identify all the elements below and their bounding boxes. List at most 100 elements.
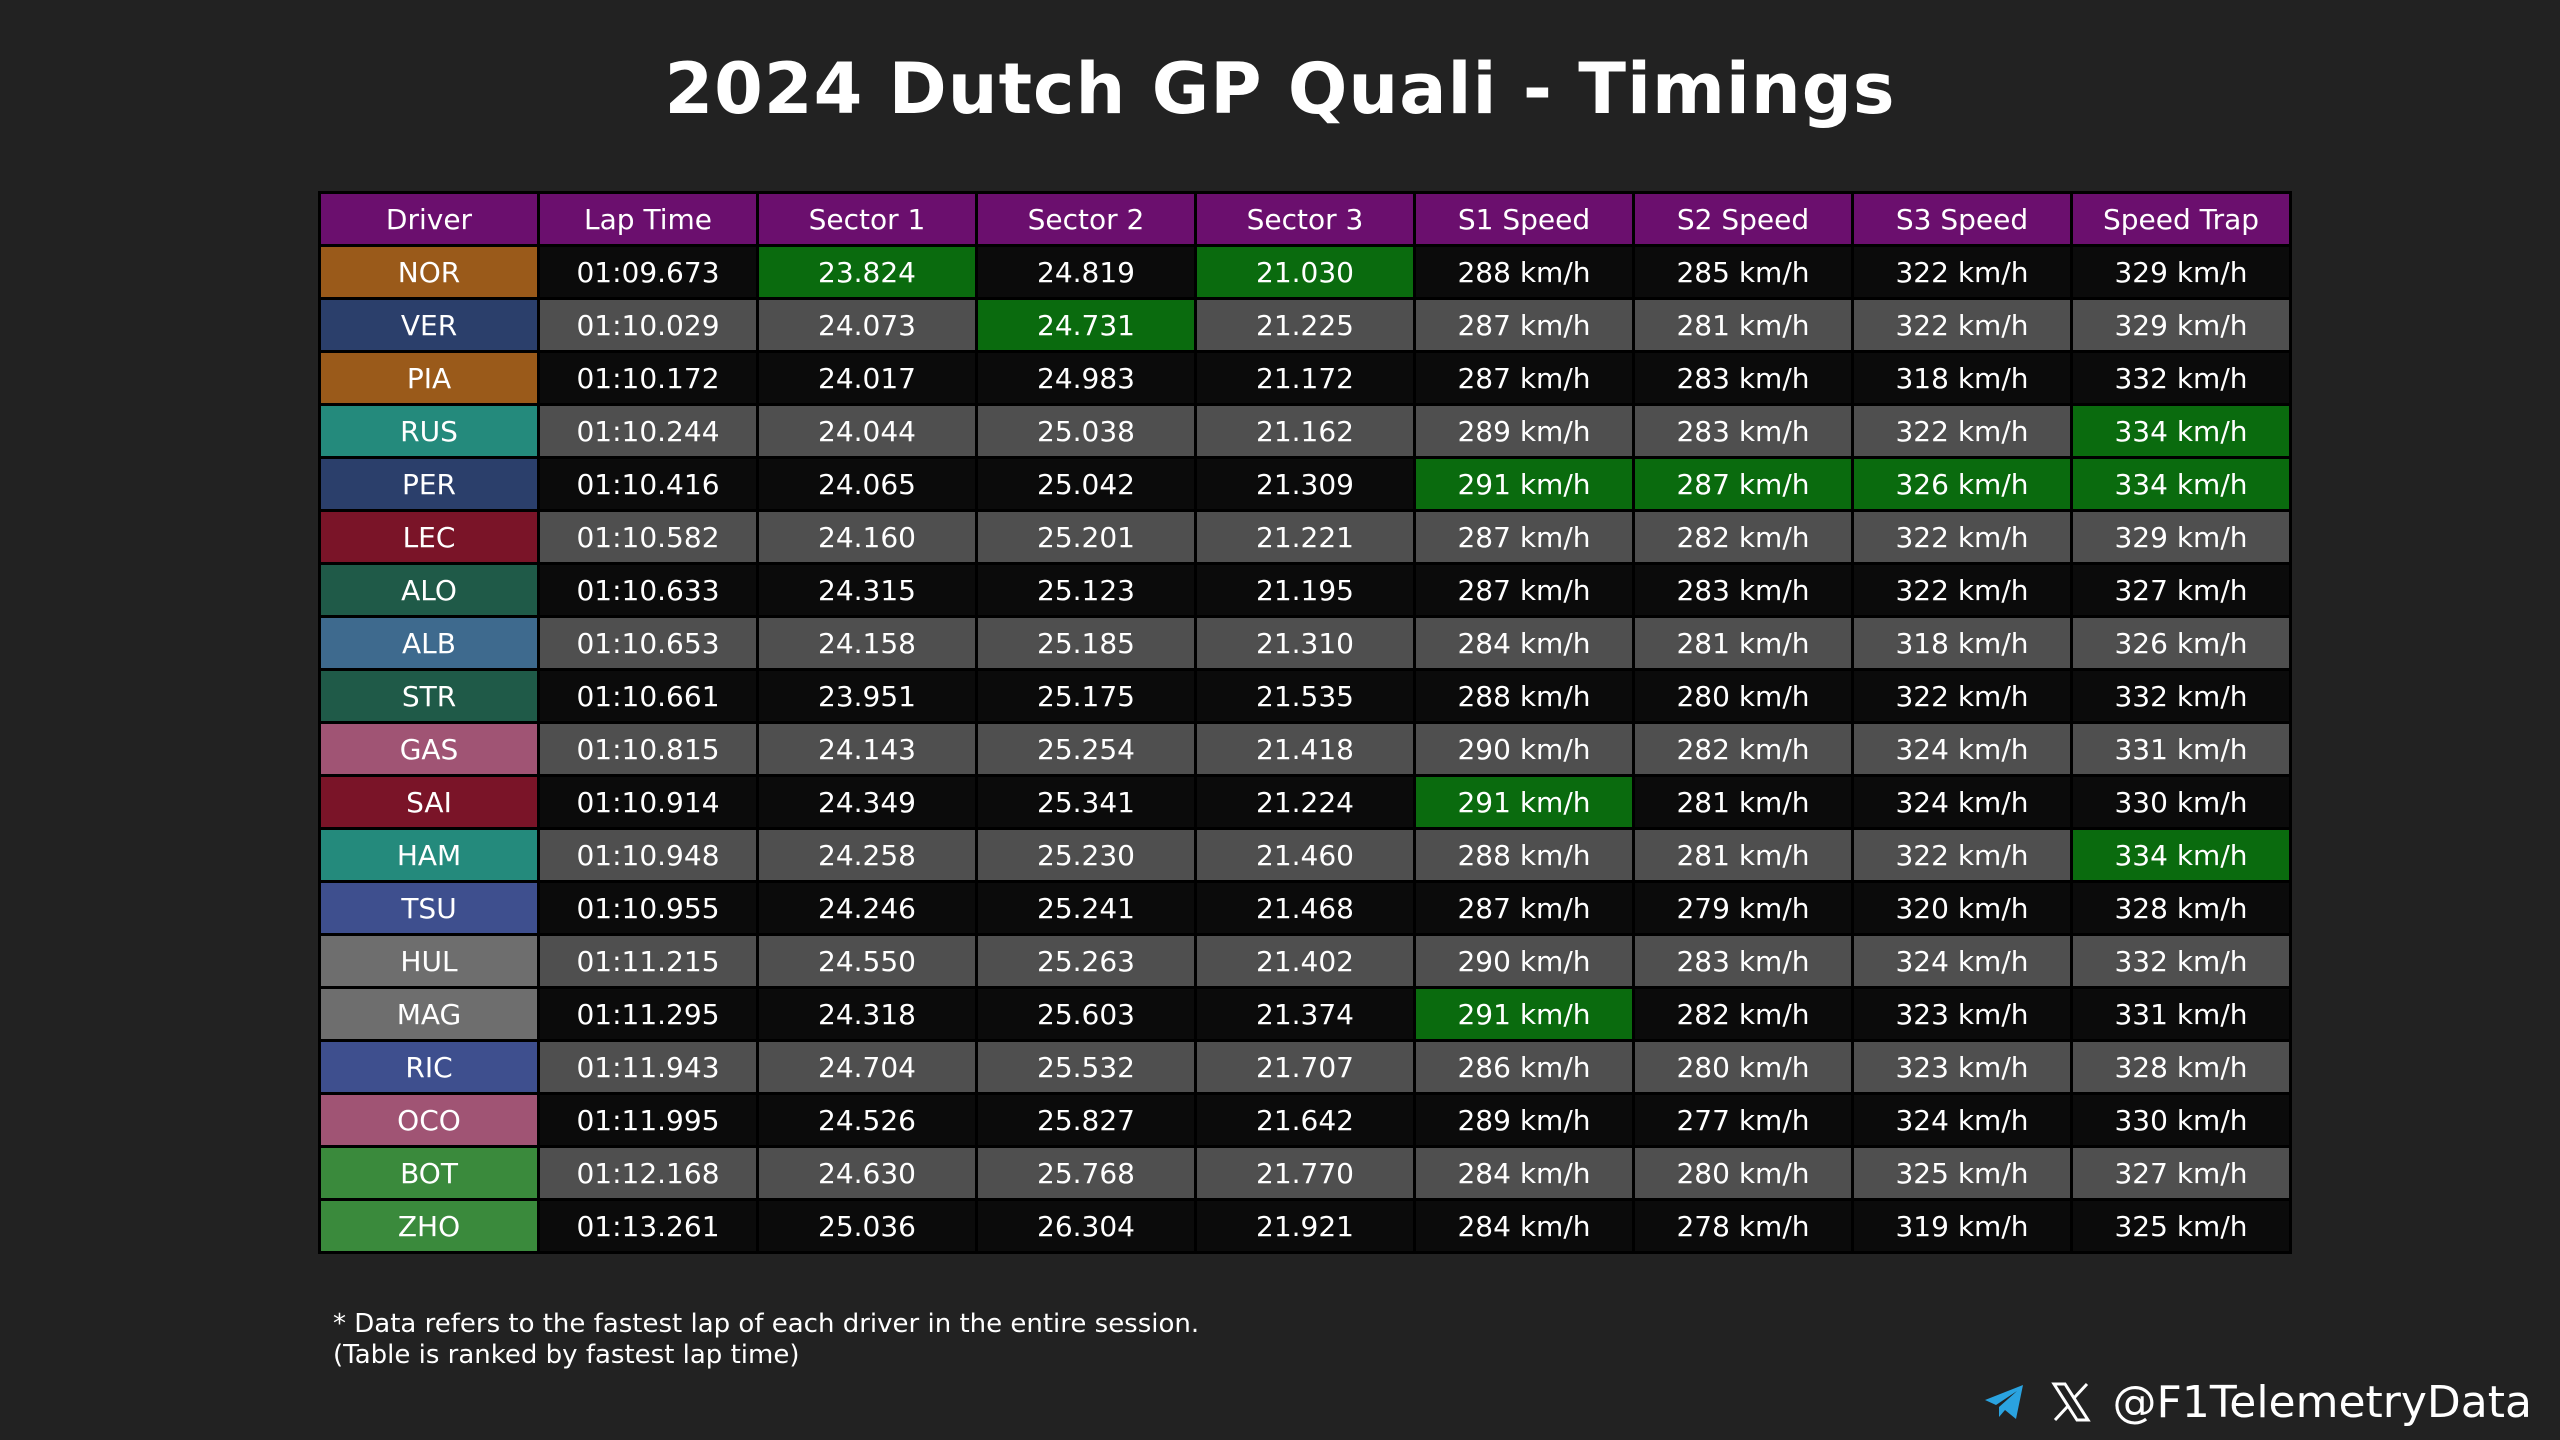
timing-cell: 01:11.215 — [540, 936, 756, 986]
timing-cell: 280 km/h — [1635, 1042, 1851, 1092]
timing-cell: 320 km/h — [1854, 883, 2070, 933]
timing-cell: 324 km/h — [1854, 724, 2070, 774]
footnote-line-1: * Data refers to the fastest lap of each… — [333, 1309, 1200, 1339]
column-header: Lap Time — [540, 194, 756, 244]
timing-cell: 01:10.244 — [540, 406, 756, 456]
timing-cell: 328 km/h — [2073, 1042, 2289, 1092]
table-row: RIC 01:11.943 24.704 25.532 21.707 286 km/h 28… — [321, 1042, 2289, 1092]
timing-cell: 334 km/h — [2073, 406, 2289, 456]
table-row: GAS 01:10.815 24.143 25.254 21.418 290 km/h 28… — [321, 724, 2289, 774]
timing-cell: 24.143 — [759, 724, 975, 774]
timing-cell: 25.254 — [978, 724, 1194, 774]
timing-table: Driver Lap Time Sector 1 Sector 2 Sector 3 S1… — [318, 191, 2292, 1254]
column-header: Sector 1 — [759, 194, 975, 244]
timing-cell: 323 km/h — [1854, 1042, 2070, 1092]
timing-cell: 281 km/h — [1635, 300, 1851, 350]
timing-cell: 327 km/h — [2073, 565, 2289, 615]
timing-cell: 331 km/h — [2073, 989, 2289, 1039]
timing-cell: 25.042 — [978, 459, 1194, 509]
footnote: * Data refers to the fastest lap of each… — [333, 1309, 1199, 1371]
timing-cell: 24.318 — [759, 989, 975, 1039]
timing-cell: 291 km/h — [1416, 989, 1632, 1039]
timing-cell: 287 km/h — [1416, 300, 1632, 350]
timing-cell: 282 km/h — [1635, 512, 1851, 562]
timing-cell: 288 km/h — [1416, 671, 1632, 721]
timing-cell: 21.221 — [1197, 512, 1413, 562]
timing-cell: 01:10.633 — [540, 565, 756, 615]
timing-cell: 322 km/h — [1854, 512, 2070, 562]
driver-cell: PIA — [321, 353, 537, 403]
column-header: S3 Speed — [1854, 194, 2070, 244]
driver-cell: NOR — [321, 247, 537, 297]
timing-cell: 283 km/h — [1635, 353, 1851, 403]
timing-cell: 329 km/h — [2073, 512, 2289, 562]
timing-cell: 24.065 — [759, 459, 975, 509]
timing-cell: 322 km/h — [1854, 671, 2070, 721]
timing-cell: 284 km/h — [1416, 1148, 1632, 1198]
timing-cell: 322 km/h — [1854, 247, 2070, 297]
timing-cell: 322 km/h — [1854, 565, 2070, 615]
driver-cell: RIC — [321, 1042, 537, 1092]
driver-cell: BOT — [321, 1148, 537, 1198]
timing-cell: 326 km/h — [1854, 459, 2070, 509]
timing-cell: 25.241 — [978, 883, 1194, 933]
timing-cell: 281 km/h — [1635, 777, 1851, 827]
footnote-line-2: (Table is ranked by fastest lap time) — [333, 1340, 800, 1370]
timing-cell: 286 km/h — [1416, 1042, 1632, 1092]
table-row: PIA 01:10.172 24.017 24.983 21.172 287 km/h 28… — [321, 353, 2289, 403]
timing-cell: 283 km/h — [1635, 565, 1851, 615]
timing-cell: 01:12.168 — [540, 1148, 756, 1198]
table-row: ZHO 01:13.261 25.036 26.304 21.921 284 km/h 27… — [321, 1201, 2289, 1251]
timing-cell: 325 km/h — [2073, 1201, 2289, 1251]
timing-cell: 334 km/h — [2073, 830, 2289, 880]
brand-footer: @F1TelemetryData — [1981, 1372, 2532, 1432]
driver-cell: LEC — [321, 512, 537, 562]
timing-cell: 26.304 — [978, 1201, 1194, 1251]
driver-cell: SAI — [321, 777, 537, 827]
timing-cell: 01:13.261 — [540, 1201, 756, 1251]
timing-cell: 21.310 — [1197, 618, 1413, 668]
timing-cell: 282 km/h — [1635, 989, 1851, 1039]
timing-cell: 21.535 — [1197, 671, 1413, 721]
table-row: NOR 01:09.673 23.824 24.819 21.030 288 km/h 28… — [321, 247, 2289, 297]
table-row: PER 01:10.416 24.065 25.042 21.309 291 km/h 28… — [321, 459, 2289, 509]
timing-cell: 287 km/h — [1416, 565, 1632, 615]
timing-cell: 334 km/h — [2073, 459, 2289, 509]
timing-cell: 25.201 — [978, 512, 1194, 562]
timing-cell: 280 km/h — [1635, 1148, 1851, 1198]
table-row: LEC 01:10.582 24.160 25.201 21.221 287 km/h 28… — [321, 512, 2289, 562]
table-row: ALB 01:10.653 24.158 25.185 21.310 284 km/h 28… — [321, 618, 2289, 668]
timing-cell: 24.246 — [759, 883, 975, 933]
timing-cell: 330 km/h — [2073, 1095, 2289, 1145]
timing-cell: 281 km/h — [1635, 830, 1851, 880]
timing-cell: 285 km/h — [1635, 247, 1851, 297]
timing-cell: 21.172 — [1197, 353, 1413, 403]
timing-cell: 287 km/h — [1635, 459, 1851, 509]
timing-cell: 324 km/h — [1854, 777, 2070, 827]
timing-cell: 287 km/h — [1416, 883, 1632, 933]
timing-cell: 01:11.295 — [540, 989, 756, 1039]
timing-cell: 25.175 — [978, 671, 1194, 721]
timing-cell: 01:10.815 — [540, 724, 756, 774]
timing-cell: 25.036 — [759, 1201, 975, 1251]
driver-cell: OCO — [321, 1095, 537, 1145]
timing-cell: 01:10.955 — [540, 883, 756, 933]
timing-cell: 21.642 — [1197, 1095, 1413, 1145]
timing-cell: 318 km/h — [1854, 353, 2070, 403]
timing-cell: 329 km/h — [2073, 247, 2289, 297]
timing-cell: 328 km/h — [2073, 883, 2289, 933]
table-row: HAM 01:10.948 24.258 25.230 21.460 288 km/h 28… — [321, 830, 2289, 880]
timing-cell: 25.603 — [978, 989, 1194, 1039]
column-header: Sector 3 — [1197, 194, 1413, 244]
timing-cell: 326 km/h — [2073, 618, 2289, 668]
timing-cell: 290 km/h — [1416, 724, 1632, 774]
timing-cell: 322 km/h — [1854, 830, 2070, 880]
timing-cell: 01:10.653 — [540, 618, 756, 668]
timing-cell: 325 km/h — [1854, 1148, 2070, 1198]
timing-cell: 278 km/h — [1635, 1201, 1851, 1251]
timing-cell: 01:10.582 — [540, 512, 756, 562]
timing-cell: 287 km/h — [1416, 353, 1632, 403]
timing-cell: 01:10.172 — [540, 353, 756, 403]
timing-cell: 330 km/h — [2073, 777, 2289, 827]
timing-cell: 24.258 — [759, 830, 975, 880]
